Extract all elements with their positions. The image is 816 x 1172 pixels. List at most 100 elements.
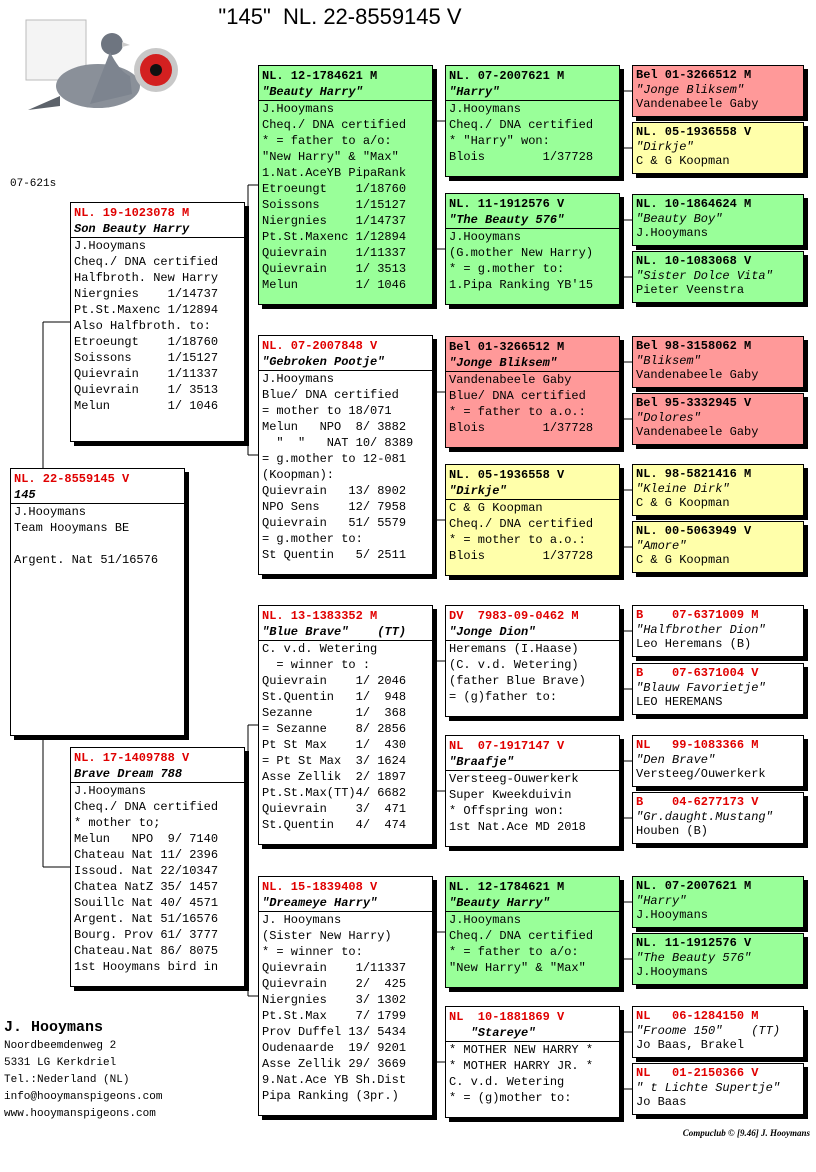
info-line: Prov Duffel 13/ 5434 — [262, 1025, 407, 1039]
pigeon-name: "Jonge Bliksem" — [446, 355, 619, 372]
pedigree-box: Bel 98-3158062 M "Bliksem" Vandenabeele Ga… — [632, 336, 804, 388]
pigeon-name: "Braafje" — [446, 754, 619, 771]
info-line: * MOTHER HARRY JR. * — [449, 1059, 594, 1073]
pedigree-box: NL. 07-2007621 M "Harry" J.Hooymans — [632, 876, 804, 928]
pedigree-box: Bel 95-3332945 V "Dolores" Vandenabeele Ga… — [632, 393, 804, 445]
ring-number: NL 06-1284150 M — [636, 1009, 759, 1023]
info-line: Quievrain 1/11337 — [74, 367, 219, 381]
info-line: * = mother to a.o.: — [449, 533, 586, 547]
ring-number: NL. 19-1023078 M — [74, 206, 190, 220]
pedigree-box: B 07-6371004 V "Blauw Favorietje" LEO HERE… — [632, 663, 804, 715]
ring-number: NL. 05-1936558 V — [636, 125, 752, 139]
info-line: C & G Koopman — [636, 154, 730, 168]
pedigree-box: NL. 07-2007848 V "Gebroken Pootje" J.Hooym… — [258, 335, 433, 575]
info-line: Etroeungt 1/18760 — [74, 335, 219, 349]
info-line: St.Quentin 1/ 948 — [262, 690, 407, 704]
info-line: 1st Hooymans bird in — [74, 960, 219, 974]
info-line: C. v.d. Wetering — [449, 1075, 565, 1089]
info-line: J. Hooymans — [262, 913, 342, 927]
ring-number: B 07-6371004 V — [636, 666, 759, 680]
info-line: Melun 1/ 1046 — [74, 399, 219, 413]
info-line: Pt.St.Max(TT)4/ 6682 — [262, 786, 407, 800]
pedigree-box: NL. 11-1912576 V "The Beauty 576" J.Hooyma… — [445, 193, 620, 305]
ring-number: NL. 11-1912576 V — [449, 197, 565, 211]
info-line: Souillc Nat 40/ 4571 — [74, 896, 219, 910]
info-line: Niergnies 3/ 1302 — [262, 993, 407, 1007]
info-line: Quievrain 3/ 471 — [262, 802, 407, 816]
info-line: Team Hooymans BE — [14, 521, 130, 535]
pigeon-name: "Gr.daught.Mustang" — [636, 810, 773, 824]
info-line: Melun NPO 9/ 7140 — [74, 832, 219, 846]
pedigree-box: B 07-6371009 M "Halfbrother Dion" Leo Here… — [632, 605, 804, 657]
info-line: Quievrain 1/11337 — [262, 246, 407, 260]
info-line: (father Blue Brave) — [449, 674, 586, 688]
info-line: = (g)father to: — [449, 690, 558, 704]
ring-number: NL. 07-2007621 M — [636, 879, 752, 893]
ring-number: NL. 13-1383352 M — [262, 609, 378, 623]
info-line: Quievrain 1/ 3513 — [74, 383, 219, 397]
pedigree-box: Bel 01-3266512 M "Jonge Bliksem" Vandenabe… — [632, 65, 804, 117]
pedigree-box: NL. 07-2007621 M "Harry" J.Hooymans Cheq./ … — [445, 65, 620, 177]
info-line: Quievrain 1/ 2046 — [262, 674, 407, 688]
info-line: Oudenaarde 19/ 9201 — [262, 1041, 407, 1055]
info-line: Vandenabeele Gaby — [636, 425, 759, 439]
info-line: Chatea NatZ 35/ 1457 — [74, 880, 219, 894]
info-line: Quievrain 51/ 5579 — [262, 516, 407, 530]
pedigree-box: NL. 00-5063949 V "Amore" C & G Koopman — [632, 521, 804, 573]
info-line: "New Harry" & "Max" — [262, 150, 399, 164]
logo — [25, 19, 178, 110]
info-line: Super Kweekduivin — [449, 788, 572, 802]
info-line: Chateau.Nat 86/ 8075 — [74, 944, 219, 958]
pigeon-name: "Halfbrother Dion" — [636, 623, 766, 637]
ring-number: Bel 98-3158062 M — [636, 339, 752, 353]
info-line: Quievrain 1/ 3513 — [262, 262, 407, 276]
ring-number: NL 07-1917147 V — [449, 739, 565, 753]
ring-number: B 07-6371009 M — [636, 608, 759, 622]
info-line: Versteeg-Ouwerkerk — [449, 772, 579, 786]
pigeon-name: "Beauty Harry" — [259, 84, 432, 101]
info-line: Argent. Nat 51/16576 — [14, 553, 159, 567]
info-line: * = g.mother to: — [449, 262, 565, 276]
pedigree-box: DV 7983-09-0462 M "Jonge Dion" Heremans (I… — [445, 605, 620, 717]
pigeon-name: "Beauty Boy" — [636, 212, 723, 226]
ring-number: NL. 17-1409788 V — [74, 751, 190, 765]
pigeon-name: "Den Brave" — [636, 753, 716, 767]
info-line: Issoud. Nat 22/10347 — [74, 864, 219, 878]
info-line: 1.Pipa Ranking YB'15 — [449, 278, 594, 292]
info-line: J.Hooymans — [262, 102, 335, 116]
info-line: J.Hooymans — [74, 239, 147, 253]
info-line: Chateau Nat 11/ 2396 — [74, 848, 219, 862]
ring-number: DV 7983-09-0462 M — [449, 609, 579, 623]
pigeon-name: "Bliksem" — [636, 354, 701, 368]
pedigree-box: Bel 01-3266512 M "Jonge Bliksem" Vandenabe… — [445, 336, 620, 448]
info-line: "New Harry" & "Max" — [449, 961, 586, 975]
pigeon-name: "Dolores" — [636, 411, 701, 425]
info-line: Bourg. Prov 61/ 3777 — [74, 928, 219, 942]
ring-number: NL. 22-8559145 V — [14, 472, 130, 486]
pigeon-name: "The Beauty 576" — [446, 212, 619, 229]
info-line: = Sezanne 8/ 2856 — [262, 722, 407, 736]
pedigree-box: NL. 12-1784621 M "Beauty Harry" J.Hooymans… — [258, 65, 433, 305]
pigeon-name: " t Lichte Supertje" — [636, 1081, 781, 1095]
info-line: Blois 1/37728 — [449, 549, 594, 563]
ring-number: Bel 01-3266512 M — [449, 340, 565, 354]
pedigree-box: B 04-6277173 V "Gr.daught.Mustang" Houben … — [632, 792, 804, 844]
owner-name: J. Hooymans — [4, 1019, 104, 1036]
ring-number: NL. 07-2007848 V — [262, 339, 378, 353]
info-line: Cheq./ DNA certified — [449, 517, 594, 531]
info-line: " " NAT 10/ 8389 — [262, 436, 414, 450]
info-line: Cheq./ DNA certified — [74, 255, 219, 269]
info-line: = g.mother to 12-081 — [262, 452, 407, 466]
info-line: Melun 1/ 1046 — [262, 278, 407, 292]
ring-number: NL. 11-1912576 V — [636, 936, 752, 950]
pigeon-name: "Dirkje" — [636, 140, 694, 154]
pigeon-name: "Kleine Dirk" — [636, 482, 730, 496]
info-line: * = father to a.o.: — [449, 405, 586, 419]
pigeon-name: "Froome 150" (TT) — [636, 1024, 781, 1038]
info-line: * Offspring won: — [449, 804, 565, 818]
info-line: (Sister New Harry) — [262, 929, 392, 943]
info-line: St.Quentin 4/ 474 — [262, 818, 407, 832]
info-line: Jo Baas — [636, 1095, 687, 1109]
info-line: Pieter Veenstra — [636, 283, 745, 297]
info-line: Soissons 1/15127 — [262, 198, 407, 212]
